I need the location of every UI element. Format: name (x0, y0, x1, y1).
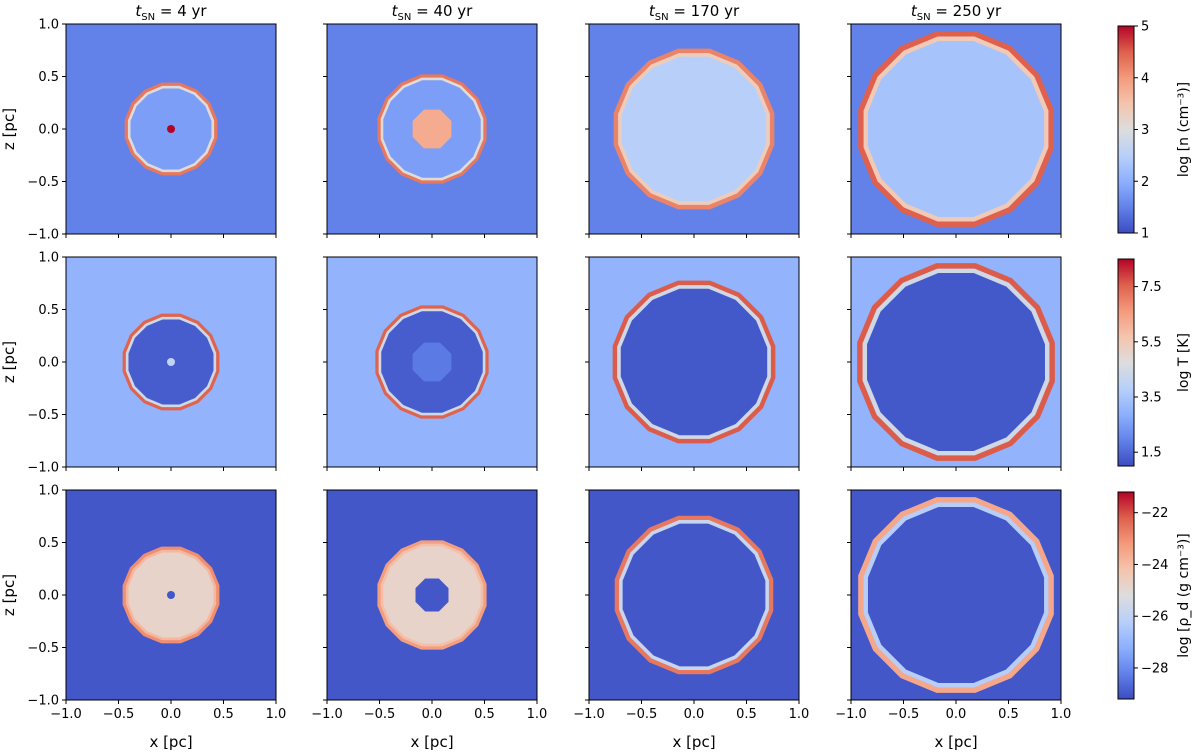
panel-r3-c1: −1.0−1.0 −0.5 −0.5 0.0 0.0 0.5 0.5 1.0 1.0 x [pc]… (0, 484, 286, 752)
y-tick-label: 0.0 (38, 356, 59, 371)
shell-interior (620, 288, 768, 436)
column-title: tSN = 170 yr (649, 2, 740, 23)
colorbar (1117, 491, 1135, 700)
x-tick-label: −0.5 (364, 707, 396, 722)
y-tick-label: 0.5 (38, 70, 59, 85)
x-axis-label: x [pc] (149, 733, 192, 751)
x-tick-label: −1.0 (311, 707, 343, 722)
colorbar-tick-label: 1.5 (1141, 446, 1162, 461)
colorbar-label: log T [K] (1176, 333, 1192, 392)
y-tick-label: −0.5 (27, 408, 59, 423)
y-tick-label: 0.5 (38, 303, 59, 318)
colorbar-row3: −28 −26 −24 −22 log [ρ_d (g cm⁻³)] (1117, 491, 1192, 700)
core-region (415, 578, 449, 612)
x-tick-label: −1.0 (573, 707, 605, 722)
y-tick-label: 1.0 (38, 484, 59, 499)
panel-r2-c1: −1.0 −0.5 0.0 0.5 1.0 z [pc] (0, 251, 277, 476)
y-tick-label: 0.0 (38, 123, 59, 138)
colorbar-tick-label: 1 (1141, 227, 1149, 242)
core-point (167, 358, 175, 366)
colorbar-label: log [ρ_d (g cm⁻³)] (1176, 533, 1192, 658)
x-tick-label: 1.0 (266, 707, 287, 722)
colorbar-row2: 1.5 3.5 5.5 7.5 log T [K] (1117, 258, 1192, 467)
shell-interior (867, 40, 1045, 218)
panel-r3-c2: −1.0 −0.5 0.0 0.5 1.0 x [pc] (311, 489, 548, 751)
y-tick-label: −0.5 (27, 175, 59, 190)
x-axis-label: x [pc] (672, 733, 715, 751)
x-tick-label: −1.0 (50, 707, 82, 722)
panel-r1-c2: tSN = 40 yr (323, 2, 538, 238)
colorbar-tick-label: −24 (1141, 558, 1168, 573)
colorbar (1117, 258, 1135, 467)
colorbar-tick-label: 5 (1141, 20, 1149, 35)
x-tick-label: 0.5 (474, 707, 495, 722)
y-tick-label: 1.0 (38, 251, 59, 266)
x-tick-label: 0.0 (946, 707, 967, 722)
column-title: tSN = 4 yr (135, 2, 207, 23)
colorbar-tick-label: 5.5 (1141, 335, 1162, 350)
colorbar-tick-label: 7.5 (1141, 280, 1162, 295)
x-tick-label: 0.5 (736, 707, 757, 722)
x-tick-label: −0.5 (103, 707, 135, 722)
shell-interior (622, 523, 766, 667)
core-point (167, 591, 175, 599)
colorbar-tick-label: 2 (1141, 175, 1149, 190)
x-tick-label: 1.0 (1051, 707, 1072, 722)
core-point (167, 125, 175, 133)
x-tick-label: 0.5 (213, 707, 234, 722)
column-title: tSN = 250 yr (911, 2, 1002, 23)
shell-interior (867, 506, 1045, 684)
panel-r1-c4: tSN = 250 yr (847, 2, 1062, 238)
column-title: tSN = 40 yr (392, 2, 474, 23)
y-tick-label: 1.0 (38, 18, 59, 33)
y-axis-label: z [pc] (0, 108, 18, 150)
x-tick-label: 1.0 (789, 707, 810, 722)
y-axis-label: z [pc] (0, 574, 18, 616)
colorbar-tick-label: −28 (1141, 661, 1168, 676)
x-tick-label: 0.5 (998, 707, 1019, 722)
core-region (412, 109, 452, 149)
x-axis-label: x [pc] (934, 733, 977, 751)
panel-r1-c1: −1.0 −0.5 0.0 0.5 1.0 tSN = 4 yr z [pc] (0, 2, 277, 243)
y-axis-label: z [pc] (0, 341, 18, 383)
colorbar-tick-label: −22 (1141, 506, 1168, 521)
x-axis-label: x [pc] (410, 733, 453, 751)
panel-r3-c4: −1.0 −0.5 0.0 0.5 1.0 x [pc] (835, 489, 1072, 751)
colorbar-tick-label: 4 (1141, 71, 1149, 86)
y-tick-label: 0.5 (38, 536, 59, 551)
x-tick-label: 0.0 (422, 707, 443, 722)
shell-interior (621, 56, 767, 202)
colorbar-tick-label: −26 (1141, 610, 1168, 625)
panel-r2-c3 (585, 256, 800, 471)
shell-interior (867, 273, 1045, 451)
panel-r1-c3: tSN = 170 yr (585, 2, 800, 238)
y-tick-label: −1.0 (27, 461, 59, 476)
x-tick-label: 0.0 (684, 707, 705, 722)
core-region (412, 342, 452, 382)
y-tick-label: 0.0 (38, 589, 59, 604)
x-tick-label: −0.5 (626, 707, 658, 722)
panel-r3-c3: −1.0 −0.5 0.0 0.5 1.0 x [pc] (573, 489, 810, 751)
colorbar-row1: 1 2 3 4 5 log [n (cm⁻³)] (1117, 20, 1192, 242)
x-tick-label: 0.0 (161, 707, 182, 722)
y-tick-label: −0.5 (27, 641, 59, 656)
panel-r2-c2 (323, 256, 538, 471)
x-tick-label: −0.5 (888, 707, 920, 722)
colorbar-tick-label: 3.5 (1141, 391, 1162, 406)
x-tick-label: 1.0 (527, 707, 548, 722)
panel-r2-c4 (847, 256, 1062, 471)
x-tick-label: −1.0 (835, 707, 867, 722)
y-tick-label: −1.0 (27, 694, 59, 709)
colorbar-label: log [n (cm⁻³)] (1176, 82, 1192, 177)
colorbar (1117, 25, 1135, 234)
y-tick-label: −1.0 (27, 228, 59, 243)
colorbar-tick-label: 3 (1141, 123, 1149, 138)
